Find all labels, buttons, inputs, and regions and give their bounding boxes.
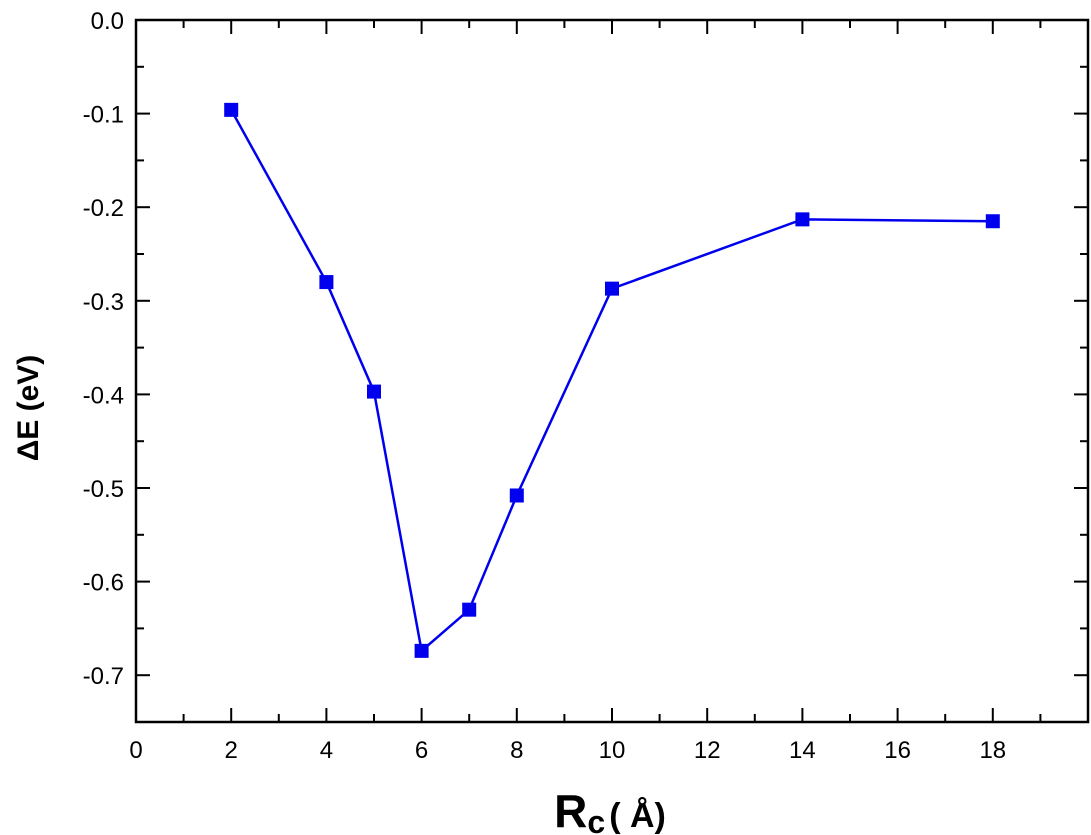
y-tick-label: -0.3 xyxy=(83,289,124,316)
y-tick-label: -0.2 xyxy=(83,195,124,222)
data-point-marker xyxy=(224,102,239,117)
y-tick-label: -0.6 xyxy=(83,570,124,597)
plot-frame xyxy=(134,18,1090,724)
data-point-marker xyxy=(795,212,810,227)
x-axis-title-subscript: c xyxy=(587,804,605,835)
x-axis-title: Rc( Å) xyxy=(554,785,666,835)
data-point-marker xyxy=(367,384,381,399)
x-tick-label: 2 xyxy=(225,737,238,764)
x-axis-title-unit: ( Å) xyxy=(609,797,666,835)
y-tick-label: -0.5 xyxy=(83,476,124,503)
data-point-marker xyxy=(319,275,334,290)
y-tick-labels: 0.0 -0.1 -0.2 -0.3 -0.4 -0.5 -0.6 -0.7 xyxy=(83,8,124,690)
y-axis-title: ΔE (eV) xyxy=(12,355,45,462)
data-point-marker xyxy=(985,214,1000,229)
x-tick-label: 16 xyxy=(884,737,911,764)
data-point-marker xyxy=(414,643,429,658)
y-tick-label: 0.0 xyxy=(91,8,124,35)
data-point-marker xyxy=(605,281,619,296)
y-tick-label: -0.7 xyxy=(83,663,124,690)
x-tick-label: 10 xyxy=(599,737,626,764)
axis-ticks xyxy=(135,19,1089,723)
x-tick-label: 14 xyxy=(789,737,816,764)
x-tick-labels: 0 2 4 6 8 10 12 14 16 18 xyxy=(129,737,1006,764)
x-tick-label: 12 xyxy=(694,737,721,764)
x-tick-label: 8 xyxy=(510,737,523,764)
x-tick-label: 18 xyxy=(979,737,1006,764)
x-tick-label: 0 xyxy=(129,737,142,764)
y-tick-label: -0.4 xyxy=(83,382,124,409)
data-point-marker xyxy=(509,488,524,503)
x-tick-label: 4 xyxy=(320,737,333,764)
x-axis-title-main: R xyxy=(554,785,587,835)
series-line xyxy=(230,109,993,654)
data-point-marker xyxy=(462,602,477,617)
x-tick-label: 6 xyxy=(415,737,428,764)
data-series xyxy=(224,102,1000,658)
y-tick-label: -0.1 xyxy=(83,102,124,129)
